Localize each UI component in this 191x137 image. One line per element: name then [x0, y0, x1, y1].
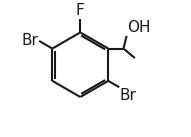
Text: F: F	[76, 3, 85, 18]
Text: OH: OH	[127, 20, 151, 35]
Text: Br: Br	[22, 33, 39, 48]
Text: Br: Br	[120, 88, 137, 103]
